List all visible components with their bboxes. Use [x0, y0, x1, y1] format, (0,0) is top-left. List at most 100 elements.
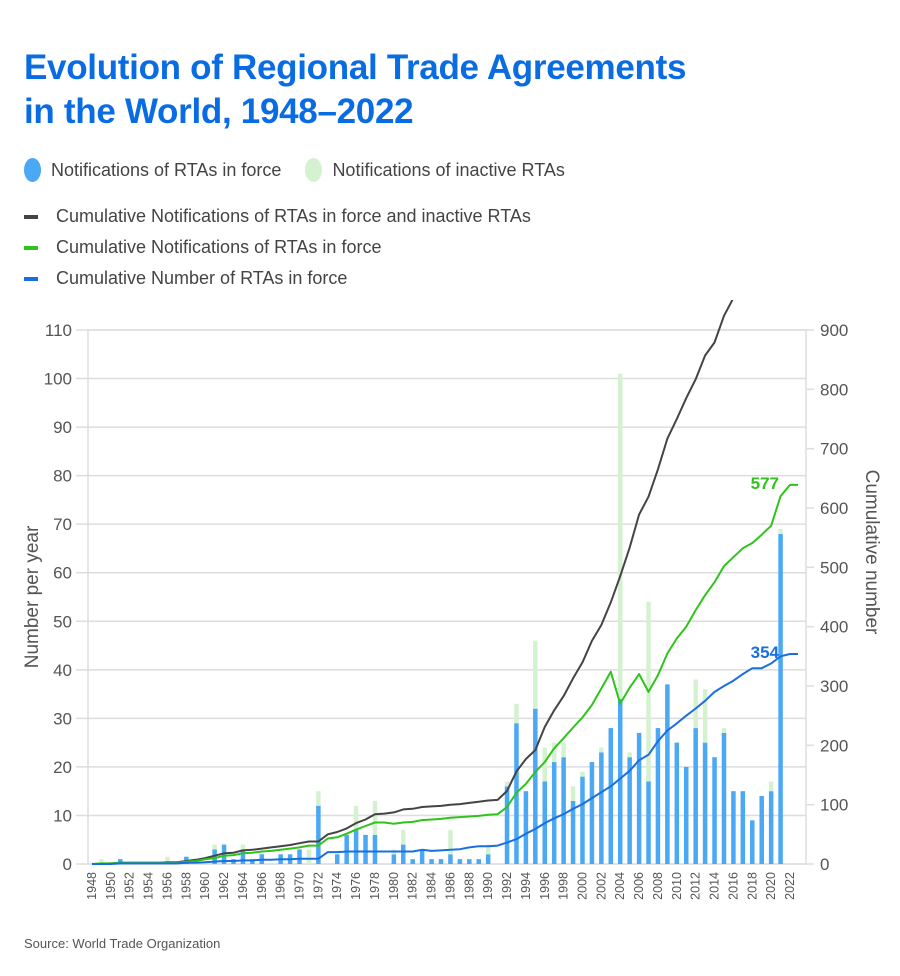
- bar-in-force: [740, 791, 746, 864]
- x-tick-label: 1960: [198, 872, 212, 900]
- bar-inactive: [570, 786, 576, 801]
- bar-inactive: [721, 728, 727, 733]
- y-tick-label: 60: [53, 564, 72, 583]
- bar-inactive: [504, 781, 510, 787]
- bar-in-force: [419, 849, 425, 864]
- y-tick-label: 90: [53, 418, 72, 437]
- bar-in-force: [334, 854, 340, 864]
- bar-inactive: [316, 791, 321, 806]
- x-tick-label: 2020: [764, 872, 778, 900]
- plot-frame: [87, 329, 807, 865]
- y-tick-label: 30: [53, 709, 72, 728]
- bar-in-force: [617, 698, 623, 864]
- x-tick-label: 1962: [217, 872, 231, 900]
- bar-in-force: [551, 762, 557, 864]
- bar-in-force: [750, 820, 755, 864]
- y-tick-label: 10: [53, 806, 72, 825]
- bar-in-force: [410, 859, 415, 864]
- x-tick-label: 1956: [160, 872, 174, 900]
- lines: 796577354: [91, 300, 798, 865]
- bar-in-force: [721, 732, 727, 864]
- bar-inactive: [401, 830, 406, 845]
- bar-in-force: [240, 849, 246, 864]
- bar-inactive: [533, 640, 538, 709]
- x-tick-label: 1988: [462, 872, 476, 900]
- bar-inactive: [561, 742, 566, 758]
- x-tick-label: 1990: [481, 872, 495, 900]
- bar-inactive: [99, 859, 104, 864]
- x-tick-label: 1984: [425, 872, 439, 900]
- bar-in-force: [759, 796, 764, 864]
- x-tick-label: 2012: [689, 872, 703, 900]
- bar-in-force: [665, 684, 670, 864]
- legend-dot-blue-icon: [24, 158, 41, 182]
- bar-inactive: [693, 679, 698, 729]
- bar-in-force: [561, 757, 566, 864]
- x-tick-label: 1968: [274, 872, 288, 900]
- y2-tick-label: 800: [820, 380, 848, 399]
- legend-item-inactive: Notifications of inactive RTAs: [305, 158, 565, 182]
- x-tick-label: 1950: [104, 872, 118, 900]
- bar-in-force: [712, 757, 717, 864]
- bar-inactive: [599, 747, 604, 753]
- bar-in-force: [401, 844, 406, 864]
- bar-in-force: [316, 805, 321, 864]
- bar-in-force: [391, 854, 397, 864]
- bar-in-force: [778, 533, 783, 864]
- x-tick-label: 2004: [613, 872, 627, 900]
- bar-in-force: [731, 791, 736, 864]
- legend-label: Cumulative Notifications of RTAs in forc…: [56, 206, 531, 226]
- axes: 0 10 20 30 40 50 60 70 80 90 100 110 0 100 200 300 400 50…: [44, 321, 849, 900]
- legend-item-in-force: Notifications of RTAs in force: [24, 158, 281, 182]
- bar-inactive: [448, 830, 453, 855]
- x-tick-label: 2002: [594, 872, 608, 900]
- chart-title: Evolution of Regional Trade Agreements i…: [24, 46, 686, 134]
- y-tick-label: 50: [53, 612, 72, 631]
- bar-in-force: [768, 791, 774, 864]
- y2-tick-label: 500: [820, 558, 848, 577]
- y2-tick-label: 300: [820, 677, 848, 696]
- bar-inactive: [778, 529, 783, 534]
- bar-in-force: [627, 757, 632, 864]
- x-tick-label: 1974: [330, 872, 344, 900]
- x-tick-label: 1964: [236, 872, 250, 900]
- bar-inactive: [306, 849, 312, 864]
- line-series: [91, 483, 798, 865]
- bar-inactive: [514, 703, 519, 724]
- source-note: Source: World Trade Organization: [24, 936, 221, 951]
- bar-inactive: [353, 805, 359, 831]
- y2-tick-label: 200: [820, 736, 848, 755]
- bar-in-force: [599, 752, 604, 864]
- x-tick-label: 1970: [293, 872, 307, 900]
- x-tick-label: 1954: [142, 872, 156, 900]
- x-tick-label: 2014: [708, 872, 722, 900]
- legend-line-total: Cumulative Notifications of RTAs in forc…: [24, 206, 531, 227]
- x-tick-label: 1958: [179, 872, 193, 900]
- y2-axis-label: Cumulative number: [861, 470, 882, 635]
- y2-tick-label: 100: [820, 796, 848, 815]
- bar-in-force: [702, 742, 708, 864]
- chart: 796577354 010203040506070809010011001002…: [22, 300, 882, 900]
- y-tick-label: 40: [53, 661, 72, 680]
- x-tick-label: 2006: [632, 872, 646, 900]
- y2-tick-label: 700: [820, 440, 848, 459]
- bar-inactive: [627, 752, 632, 758]
- x-tick-label: 2000: [575, 872, 589, 900]
- bar-in-force: [438, 859, 444, 864]
- bar-inactive: [165, 856, 170, 864]
- x-tick-label: 1976: [349, 872, 363, 900]
- bar-in-force: [589, 762, 595, 864]
- chart-title-line1: Evolution of Regional Trade Agreements: [24, 48, 687, 87]
- legend-label: Notifications of RTAs in force: [51, 159, 282, 180]
- legend-label: Notifications of inactive RTAs: [332, 159, 565, 180]
- x-tick-label: 1986: [443, 872, 457, 900]
- bar-in-force: [372, 834, 378, 864]
- bar-inactive: [372, 800, 378, 835]
- bar-in-force: [646, 781, 651, 864]
- legend-dash-green-icon: [24, 245, 38, 250]
- x-tick-label: 2022: [783, 872, 797, 900]
- y-tick-label: 70: [53, 515, 72, 534]
- y-tick-label: 100: [44, 370, 72, 389]
- legend-dash-blue-icon: [24, 276, 38, 281]
- bar-in-force: [118, 859, 123, 864]
